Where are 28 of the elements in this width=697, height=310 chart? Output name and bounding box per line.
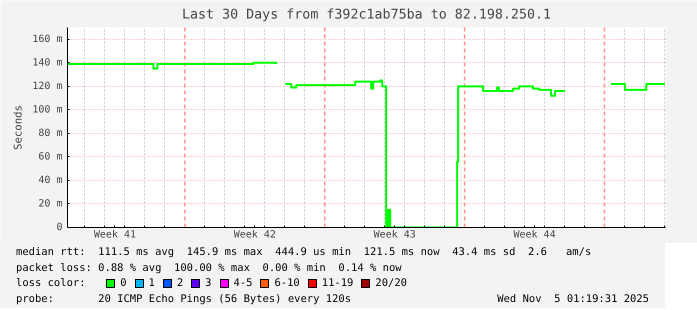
legend-label: 1 bbox=[148, 276, 155, 292]
legend-label: 20/20 bbox=[375, 276, 407, 292]
y-tick-label: 60 m bbox=[38, 151, 63, 162]
text: packet loss: 0.88 % avg 100.00 % max 0.00 % min 0.14 % now bbox=[16, 260, 402, 276]
legend-label: 0 bbox=[120, 276, 127, 292]
legend-label: 6-10 bbox=[274, 276, 300, 292]
x-tick-label: Week 41 bbox=[94, 230, 136, 240]
text: Wed Nov 5 01:19:31 2025 bbox=[497, 292, 649, 306]
x-tick-label: Week 44 bbox=[513, 230, 556, 240]
y-tick-label: 160 m bbox=[32, 34, 63, 45]
text: median rtt: 111.5 ms avg 145.9 ms max 444.9 us min 121.5 ms now 43.4 ms sd 2.6 am/s bbox=[16, 245, 592, 260]
y-tick-label: 0 bbox=[56, 222, 63, 233]
legend-label: 3 bbox=[205, 276, 212, 292]
chart-title: Last 30 Days from f392c1ab75ba to 82.198.250.1 bbox=[182, 8, 552, 22]
y-tick-label: 80 m bbox=[38, 128, 63, 139]
y-tick-label: 120 m bbox=[32, 80, 63, 92]
x-tick-label: Week 43 bbox=[374, 230, 416, 240]
y-tick-label: 100 m bbox=[32, 104, 63, 116]
y-tick-label: 20 m bbox=[38, 198, 63, 210]
x-tick-label: Week 42 bbox=[234, 230, 276, 240]
y-tick-label: 140 m bbox=[32, 57, 63, 68]
text: probe: 20 ICMP Echo Pings (56 Bytes) every 120s bbox=[16, 292, 352, 306]
legend-label: 4-5 bbox=[234, 276, 252, 292]
y-tick-label: 40 m bbox=[38, 174, 63, 186]
legend-label: 11-19 bbox=[322, 276, 354, 292]
y-axis-title: Seconds bbox=[11, 105, 24, 150]
legend-label: 2 bbox=[176, 276, 184, 292]
legend-title: loss color: bbox=[16, 276, 87, 292]
